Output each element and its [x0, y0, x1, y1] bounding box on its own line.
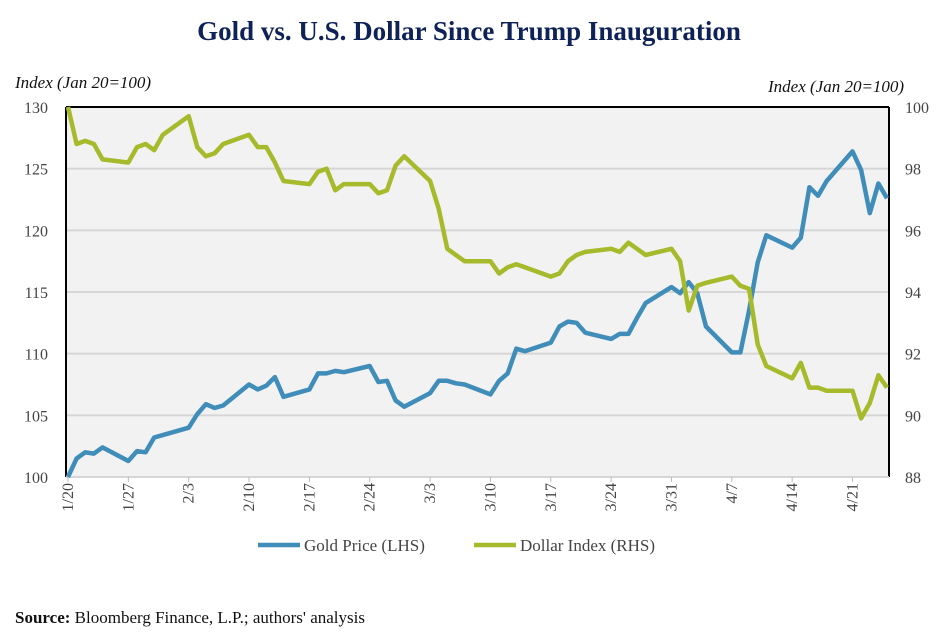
x-tick-label: 1/20	[60, 483, 77, 511]
x-tick-label: 4/21	[845, 483, 862, 511]
x-tick-label: 3/24	[603, 483, 620, 511]
x-tick-label: 2/3	[181, 483, 198, 503]
right-tick-label: 92	[905, 347, 921, 364]
right-tick-label: 94	[905, 285, 921, 302]
right-axis-label: Index (Jan 20=100)	[768, 77, 905, 96]
x-tick-label: 3/3	[422, 483, 439, 503]
x-tick-label: 3/31	[663, 483, 680, 511]
left-tick-label: 105	[24, 408, 48, 425]
left-axis-label: Index (Jan 20=100)	[15, 73, 152, 92]
right-tick-label: 90	[905, 408, 921, 425]
x-tick-label: 2/10	[241, 483, 258, 511]
legend-label: Gold Price (LHS)	[304, 536, 425, 555]
left-tick-label: 115	[25, 285, 48, 302]
right-tick-label: 88	[905, 470, 921, 487]
x-tick-label: 4/14	[784, 483, 801, 511]
left-tick-label: 100	[24, 470, 48, 487]
left-tick-label: 125	[24, 162, 48, 179]
x-tick-label: 3/10	[482, 483, 499, 511]
x-tick-label: 2/24	[362, 483, 379, 511]
right-tick-label: 98	[905, 162, 921, 179]
gold-price-line	[65, 149, 889, 478]
left-tick-label: 130	[24, 100, 48, 117]
left-tick-label: 120	[24, 223, 48, 240]
dollar-index-line	[65, 106, 889, 421]
x-tick-label: 1/27	[120, 483, 137, 511]
left-tick-label: 110	[25, 347, 48, 364]
chart-svg: 100 105 110 115 120 125 130 88 90 92 94 96 98 100 1/20…	[24, 100, 929, 555]
right-tick-label: 100	[905, 100, 929, 117]
legend-label: Dollar Index (RHS)	[520, 536, 655, 555]
right-tick-label: 96	[905, 223, 921, 240]
chart-title: Gold vs. U.S. Dollar Since Trump Inaugur…	[197, 16, 741, 46]
source-note: Source: Bloomberg Finance, L.P.; authors…	[15, 608, 365, 628]
source-label: Source:	[15, 608, 71, 627]
source-text: Bloomberg Finance, L.P.; authors' analys…	[70, 608, 365, 627]
x-tick-label: 2/17	[301, 483, 318, 511]
x-tick-label: 4/7	[724, 483, 741, 503]
x-tick-label: 3/17	[543, 483, 560, 511]
